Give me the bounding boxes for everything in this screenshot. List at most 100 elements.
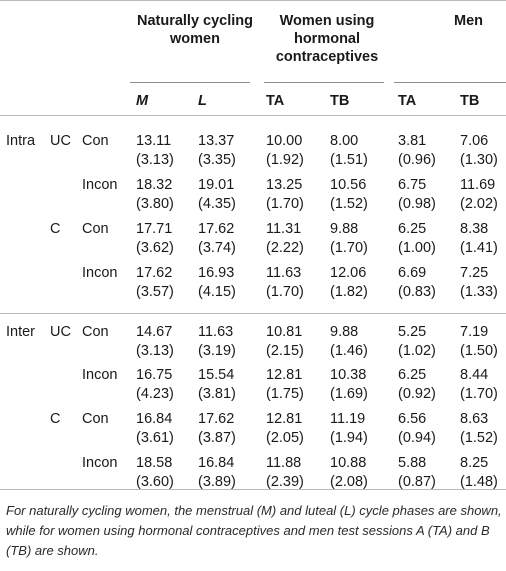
cell-sd: (1.70) (460, 385, 498, 402)
cell-mean: 5.25 (398, 324, 427, 340)
subheader-l: L (198, 93, 207, 109)
cell-mean: 10.88 (330, 455, 367, 471)
subheader-ta: TA (266, 93, 285, 109)
cell-mean: 18.32 (136, 177, 173, 193)
table-cell: 16.93 (4.15) (198, 264, 236, 301)
table-cell: 5.88 (0.87) (398, 454, 436, 491)
cell-mean: 11.88 (266, 455, 302, 471)
cell-mean: 10.38 (330, 367, 367, 383)
table-cell: 18.58 (3.60) (136, 454, 174, 491)
table-cell: 9.88 (1.46) (330, 323, 368, 360)
row-label-incon: Incon (82, 367, 118, 383)
table-cell: 12.81 (1.75) (266, 366, 304, 403)
cell-sd: (1.46) (330, 342, 368, 359)
cell-sd: (1.92) (266, 151, 304, 168)
cell-sd: (3.19) (198, 342, 236, 359)
cell-mean: 8.25 (460, 455, 489, 471)
table-cell: 6.25 (0.92) (398, 366, 436, 403)
table-bottom-border (0, 489, 506, 490)
cell-mean: 7.06 (460, 133, 489, 149)
cell-mean: 16.75 (136, 367, 173, 383)
table-cell: 11.69 (2.02) (460, 176, 498, 213)
cell-mean: 13.11 (136, 133, 172, 149)
subheader-tb: TB (330, 93, 350, 109)
cell-mean: 18.58 (136, 455, 173, 471)
cell-sd: (1.70) (266, 283, 304, 300)
cell-mean: 16.93 (198, 265, 235, 281)
cell-sd: (1.51) (330, 151, 368, 168)
cell-sd: (1.30) (460, 151, 498, 168)
table-cell: 15.54 (3.81) (198, 366, 236, 403)
cell-mean: 17.62 (198, 411, 235, 427)
cell-sd: (0.83) (398, 283, 436, 300)
table-cell: 6.56 (0.94) (398, 410, 436, 447)
cell-sd: (3.61) (136, 429, 174, 446)
table-cell: 10.00 (1.92) (266, 132, 304, 169)
cell-mean: 7.25 (460, 265, 489, 281)
table-cell: 6.25 (1.00) (398, 220, 436, 257)
table-cell: 3.81 (0.96) (398, 132, 436, 169)
table-cell: 16.84 (3.89) (198, 454, 236, 491)
cell-sd: (2.02) (460, 195, 498, 212)
cell-sd: (1.69) (330, 385, 368, 402)
cell-mean: 10.00 (266, 133, 303, 149)
cell-mean: 13.37 (198, 133, 235, 149)
cell-sd: (1.33) (460, 283, 498, 300)
cell-mean: 11.19 (330, 411, 366, 427)
cell-mean: 6.25 (398, 367, 427, 383)
cell-mean: 17.71 (136, 221, 173, 237)
table-cell: 17.62 (3.74) (198, 220, 236, 257)
cell-sd: (1.52) (330, 195, 368, 212)
cell-mean: 12.81 (266, 367, 303, 383)
table-cell: 13.37 (3.35) (198, 132, 236, 169)
table-cell: 8.63 (1.52) (460, 410, 498, 447)
subheader-ta: TA (398, 93, 417, 109)
cell-sd: (1.70) (330, 239, 368, 256)
table-cell: 6.75 (0.98) (398, 176, 436, 213)
cell-sd: (0.87) (398, 473, 436, 490)
group-header-hormonal-contraceptives: Women using hormonal contraceptives (275, 13, 379, 65)
table-cell: 7.25 (1.33) (460, 264, 498, 301)
cell-sd: (4.15) (198, 283, 236, 300)
table-cell: 18.32 (3.80) (136, 176, 174, 213)
table-cell: 19.01 (4.35) (198, 176, 236, 213)
cell-sd: (1.50) (460, 342, 498, 359)
cell-sd: (4.23) (136, 385, 174, 402)
cell-sd: (3.80) (136, 195, 174, 212)
cell-sd: (1.94) (330, 429, 368, 446)
cell-sd: (3.13) (136, 151, 174, 168)
group2-underline (264, 82, 384, 83)
top-border (0, 0, 506, 1)
cell-sd: (3.81) (198, 385, 236, 402)
cell-sd: (1.48) (460, 473, 498, 490)
cell-mean: 17.62 (198, 221, 235, 237)
cell-mean: 19.01 (198, 177, 235, 193)
cell-mean: 16.84 (136, 411, 173, 427)
table-cell: 10.88 (2.08) (330, 454, 368, 491)
table-cell: 11.63 (1.70) (266, 264, 304, 301)
cell-mean: 16.84 (198, 455, 235, 471)
cell-sd: (0.94) (398, 429, 436, 446)
table-cell: 8.00 (1.51) (330, 132, 368, 169)
table-cell: 9.88 (1.70) (330, 220, 368, 257)
row-label-c: C (50, 221, 61, 237)
cell-sd: (3.13) (136, 342, 174, 359)
cell-mean: 10.56 (330, 177, 367, 193)
cell-mean: 10.81 (266, 324, 303, 340)
cell-sd: (1.70) (266, 195, 304, 212)
cell-sd: (1.52) (460, 429, 498, 446)
cell-mean: 11.63 (198, 324, 234, 340)
cell-sd: (2.15) (266, 342, 304, 359)
cell-sd: (1.75) (266, 385, 304, 402)
table-cell: 12.06 (1.82) (330, 264, 368, 301)
table-cell: 11.31 (2.22) (266, 220, 304, 257)
row-label-c: C (50, 411, 61, 427)
cell-sd: (3.60) (136, 473, 174, 490)
cell-sd: (3.87) (198, 429, 236, 446)
cell-mean: 12.81 (266, 411, 303, 427)
cell-mean: 6.69 (398, 265, 427, 281)
table-cell: 16.84 (3.61) (136, 410, 174, 447)
subheader-tb: TB (460, 93, 480, 109)
table-cell: 16.75 (4.23) (136, 366, 174, 403)
cell-mean: 7.19 (460, 324, 489, 340)
